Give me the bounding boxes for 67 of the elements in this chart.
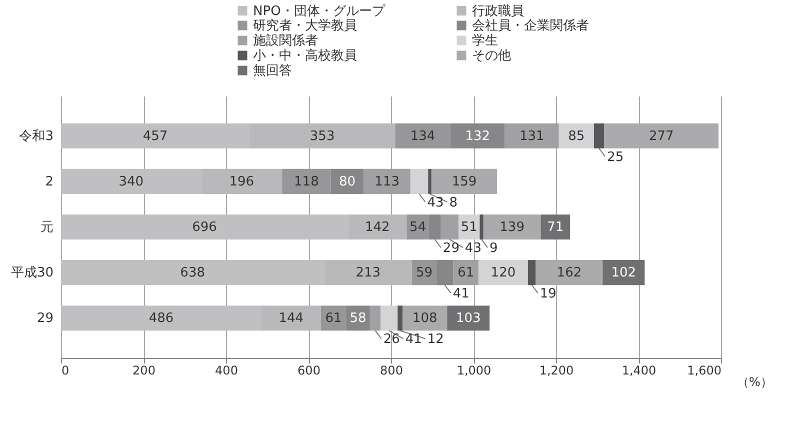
data-label: 486 <box>148 311 174 326</box>
x-tick-label: 400 <box>215 364 238 378</box>
data-label: 457 <box>142 128 168 144</box>
legend-label: 研究者・大学教員 <box>253 18 357 34</box>
data-label: 61 <box>325 311 342 326</box>
data-label: 26 <box>383 332 400 348</box>
data-label: 41 <box>405 332 422 348</box>
legend-label: 施設関係者 <box>253 34 318 48</box>
legend-label: その他 <box>472 48 511 64</box>
data-label: 85 <box>568 128 585 144</box>
data-label: 113 <box>374 174 400 190</box>
y-tick-label: 平成30 <box>10 266 54 281</box>
data-label: 277 <box>648 128 674 144</box>
data-label: 353 <box>310 128 335 144</box>
x-tick-label: 600 <box>298 364 320 378</box>
data-label: 41 <box>452 286 470 302</box>
data-label: 108 <box>412 311 438 326</box>
data-label: 8 <box>449 195 458 210</box>
data-label: 9 <box>490 241 498 256</box>
x-axis-title: （%） <box>737 375 772 389</box>
data-label: 43 <box>464 241 482 256</box>
legend-label: 会社員・企業関係者 <box>472 18 589 34</box>
legend-label: NPO・団体・グループ <box>253 4 386 19</box>
data-label: 25 <box>607 150 624 165</box>
data-label: 142 <box>364 220 390 235</box>
legend-label: 小・中・高校教員 <box>253 48 357 64</box>
data-label: 59 <box>416 266 432 281</box>
data-label: 54 <box>410 220 426 235</box>
data-label: 71 <box>547 220 564 235</box>
data-label: 132 <box>465 128 490 144</box>
data-label: 340 <box>118 174 144 190</box>
data-label: 162 <box>556 266 582 281</box>
data-label: 134 <box>410 128 436 144</box>
data-label: 139 <box>500 220 524 235</box>
data-label: 638 <box>180 266 205 281</box>
data-label: 12 <box>427 332 444 348</box>
data-label: 696 <box>192 220 217 235</box>
data-label: 29 <box>442 241 460 256</box>
data-label: 144 <box>278 311 304 326</box>
data-label: 61 <box>458 266 474 281</box>
x-tick-label: 200 <box>132 364 156 378</box>
data-label: 120 <box>490 266 516 281</box>
data-label: 58 <box>350 311 366 326</box>
legend-label: 学生 <box>472 34 498 48</box>
y-tick-label: 2 <box>45 174 54 190</box>
x-tick-label: 0 <box>62 364 70 378</box>
data-label: 43 <box>427 195 444 210</box>
data-label: 196 <box>229 174 254 190</box>
x-tick-label: 800 <box>380 364 403 378</box>
x-tick-label: 1,000 <box>456 364 492 378</box>
legend-label: 行政職員 <box>472 4 524 19</box>
data-label: 103 <box>456 311 481 326</box>
data-label: 102 <box>611 266 636 281</box>
y-tick-label: 令和3 <box>19 128 54 144</box>
data-label: 80 <box>339 174 356 190</box>
data-label: 118 <box>294 174 319 190</box>
y-tick-label: 29 <box>36 311 54 326</box>
x-tick-label: 1,200 <box>539 364 574 378</box>
x-tick-label: 1,400 <box>622 364 656 378</box>
data-label: 19 <box>540 286 556 302</box>
legend-label: 無回答 <box>253 64 292 78</box>
data-label: 131 <box>519 128 544 144</box>
data-label: 159 <box>452 174 477 190</box>
data-label: 213 <box>356 266 381 281</box>
data-label: 51 <box>460 220 478 235</box>
y-tick-label: 元 <box>40 220 54 235</box>
x-tick-label: 1,600 <box>687 364 722 378</box>
